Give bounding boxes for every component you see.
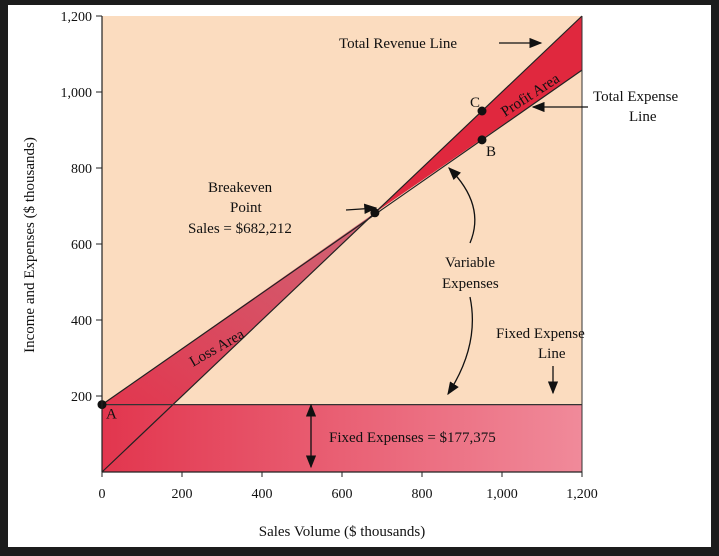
fixed-line-label-1: Fixed Expense: [496, 326, 585, 342]
breakeven-label-1: Breakeven: [208, 180, 273, 196]
variable-label-2: Expenses: [442, 276, 499, 292]
point-label-a: A: [106, 407, 117, 423]
plot-area: [97, 15, 583, 473]
breakeven-label-2: Point: [230, 200, 263, 216]
data-point: [370, 208, 380, 218]
breakeven-chart: 0 200 400 600 800 1,000 1,200 200 400 600 800 1,000…: [22, 10, 679, 540]
total-expense-line: [101, 69, 583, 406]
fixed-expenses-label: Fixed Expenses = $177,375: [329, 430, 496, 446]
expense-line-label-1: Total Expense: [593, 89, 679, 105]
point-label-c: C: [470, 95, 480, 111]
chart-panel: 0 200 400 600 800 1,000 1,200 200 400 600 800 1,000…: [8, 5, 711, 547]
x-tick-label: 0: [99, 487, 106, 502]
data-point: [477, 106, 487, 116]
variable-arrow-down: [447, 296, 473, 396]
revenue-line-label: Total Revenue Line: [339, 36, 457, 52]
fixed-expenses-area: [102, 404, 582, 472]
x-tick-label: 600: [332, 487, 353, 502]
data-point: [477, 135, 487, 145]
x-tick-label: 800: [412, 487, 433, 502]
y-tick-label: 800: [71, 162, 92, 177]
fixed-line-label-2: Line: [538, 346, 566, 362]
breakeven-label-3: Sales = $682,212: [188, 221, 292, 237]
x-tick-label: 400: [252, 487, 273, 502]
y-tick-label: 200: [71, 390, 92, 405]
expense-line-label-2: Line: [629, 109, 657, 125]
x-tick-label: 200: [172, 487, 193, 502]
y-tick-label: 400: [71, 314, 92, 329]
x-axis-title: Sales Volume ($ thousands): [259, 524, 426, 540]
y-tick-label: 600: [71, 238, 92, 253]
total-revenue-line: [101, 15, 583, 473]
axes: 0 200 400 600 800 1,000 1,200 200 400 600 800 1,000…: [22, 10, 598, 540]
x-tick-label: 1,000: [486, 487, 518, 502]
breakeven-arrow: [345, 203, 378, 214]
y-tick-label: 1,000: [61, 86, 93, 101]
variable-label-1: Variable: [445, 255, 495, 271]
y-axis-title: Income and Expenses ($ thousands): [22, 137, 38, 353]
y-tick-label: 1,200: [61, 10, 93, 25]
variable-arrow-up: [448, 167, 476, 244]
point-label-b: B: [486, 144, 496, 160]
x-tick-label: 1,200: [566, 487, 598, 502]
